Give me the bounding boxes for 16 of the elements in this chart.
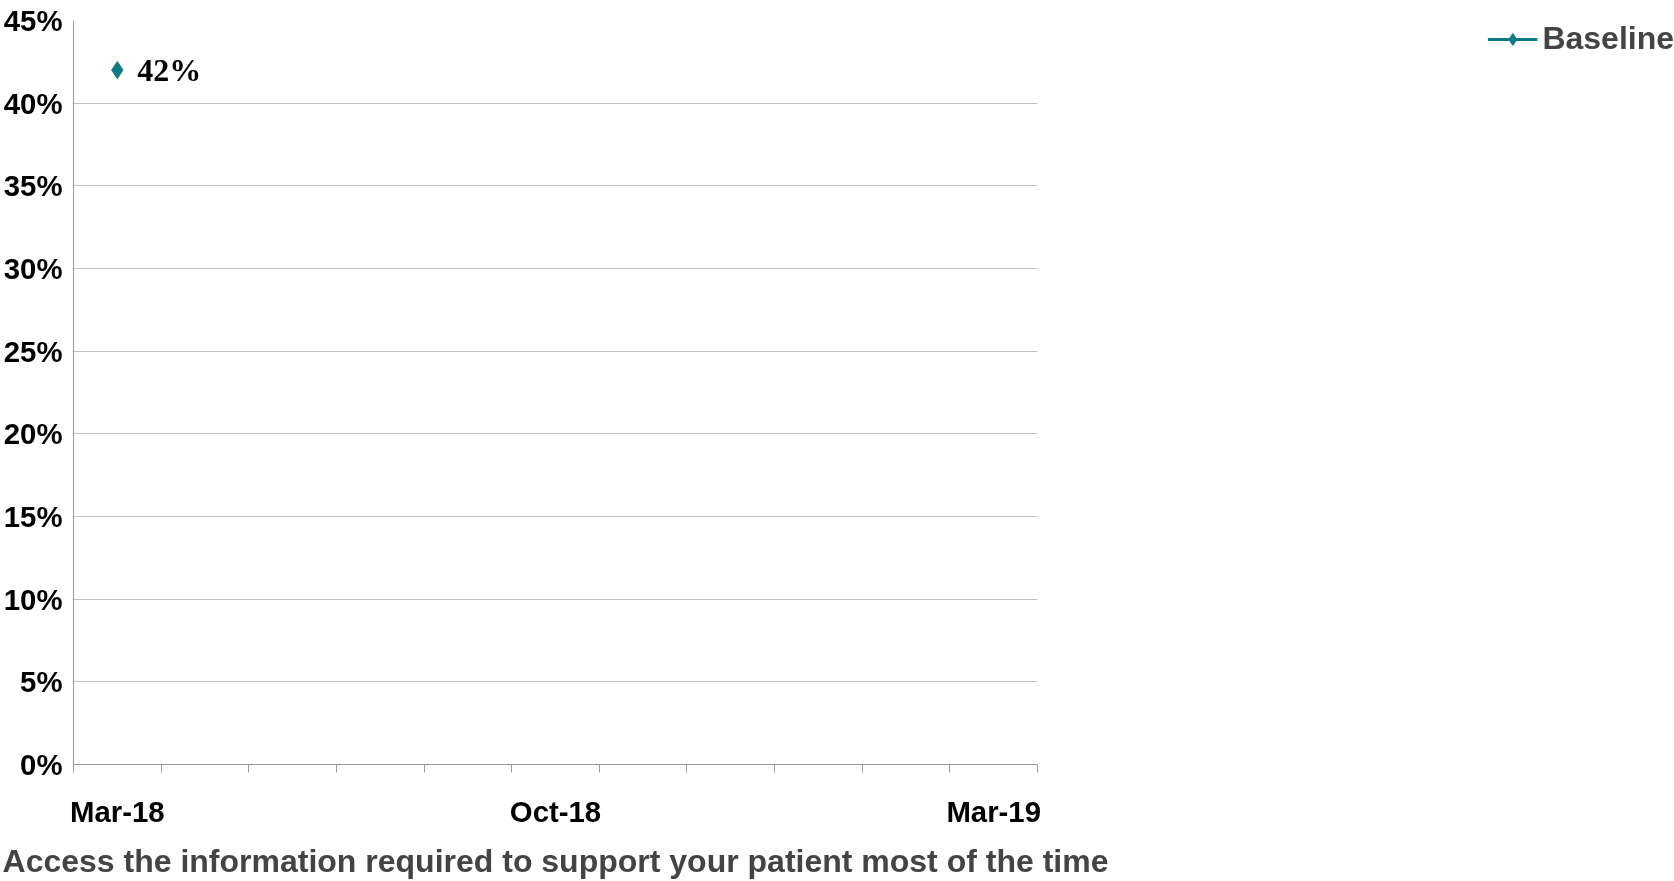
data-label: 42% [137, 52, 202, 89]
y-tick-label: 40% [3, 86, 63, 120]
y-tick-label: 35% [3, 169, 63, 203]
y-tick-label: 0% [20, 748, 63, 781]
x-tick-label: Oct-18 [509, 794, 602, 828]
legend-label: Baseline [1542, 20, 1674, 57]
x-tick-label: Mar-18 [70, 794, 165, 828]
x-tick-label: Mar-19 [946, 794, 1041, 828]
y-tick-label: 5% [20, 665, 63, 699]
y-tick-label: 30% [3, 252, 63, 285]
y-tick-label: 25% [3, 334, 63, 368]
y-tick-label: 45% [3, 4, 63, 37]
x-axis-title: Access the information required to support your patient most of the time [2, 842, 1109, 879]
y-tick-label: 15% [3, 500, 63, 533]
y-tick-label: 20% [3, 417, 63, 451]
y-tick-label: 10% [3, 582, 63, 616]
